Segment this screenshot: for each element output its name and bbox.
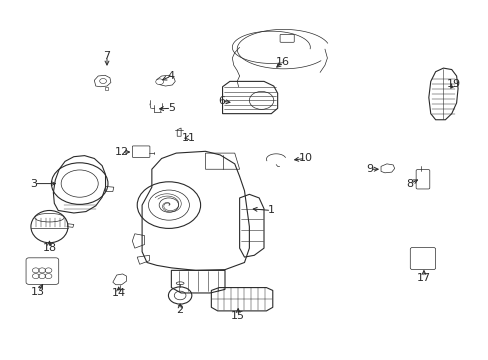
Text: 19: 19 [446,79,460,89]
Text: 15: 15 [231,311,244,320]
Text: 3: 3 [30,179,37,189]
Text: 1: 1 [267,206,274,216]
Text: 11: 11 [181,133,195,143]
Text: 4: 4 [167,71,175,81]
Text: 7: 7 [103,51,110,61]
Text: 10: 10 [298,153,312,163]
Text: 9: 9 [366,164,373,174]
Text: 5: 5 [167,103,175,113]
Text: 16: 16 [275,57,289,67]
Text: 2: 2 [176,305,183,315]
Text: 14: 14 [111,288,125,298]
Text: 12: 12 [114,147,128,157]
Text: 17: 17 [416,273,430,283]
Text: 8: 8 [406,179,413,189]
Text: 18: 18 [42,243,57,253]
Text: 13: 13 [31,287,45,297]
Text: 6: 6 [218,96,224,106]
